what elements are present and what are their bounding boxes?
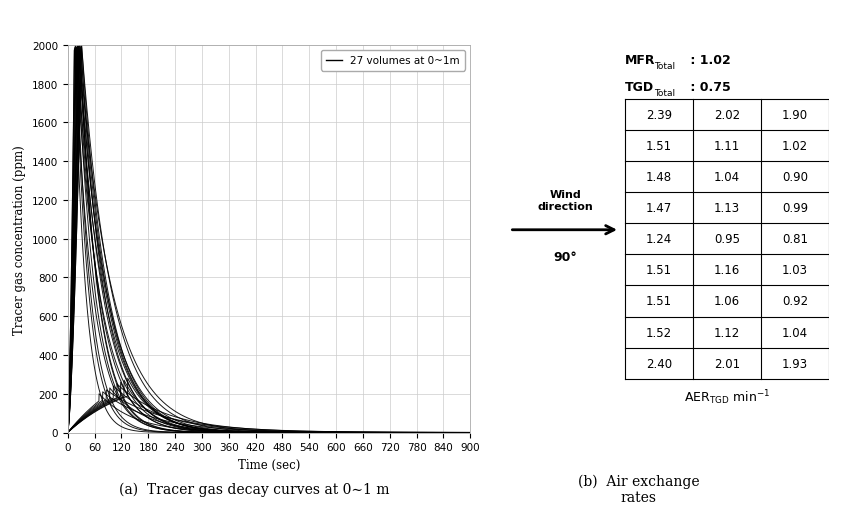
Legend: 27 volumes at 0~1m: 27 volumes at 0~1m xyxy=(321,51,465,71)
Text: 90°: 90° xyxy=(553,250,577,264)
Text: 0.90: 0.90 xyxy=(782,171,808,184)
Text: 1.03: 1.03 xyxy=(782,264,808,277)
Text: : 0.75: : 0.75 xyxy=(686,81,730,94)
Text: 1.48: 1.48 xyxy=(645,171,672,184)
Text: 0.81: 0.81 xyxy=(782,233,808,246)
Text: TGD: TGD xyxy=(625,81,654,94)
Text: MFR: MFR xyxy=(625,54,656,67)
Text: (b)  Air exchange
rates: (b) Air exchange rates xyxy=(578,473,700,504)
Y-axis label: Tracer gas concentration (ppm): Tracer gas concentration (ppm) xyxy=(14,145,26,334)
Text: Total: Total xyxy=(654,89,675,97)
Text: 1.02: 1.02 xyxy=(782,139,808,153)
Text: 0.92: 0.92 xyxy=(782,295,808,308)
Text: 0.95: 0.95 xyxy=(714,233,740,246)
Text: 2.02: 2.02 xyxy=(714,108,740,122)
Text: 1.11: 1.11 xyxy=(714,139,740,153)
Text: 1.13: 1.13 xyxy=(714,202,740,215)
Text: 1.52: 1.52 xyxy=(645,326,672,339)
Text: 2.01: 2.01 xyxy=(714,357,740,370)
Text: 1.16: 1.16 xyxy=(714,264,740,277)
Text: 2.39: 2.39 xyxy=(645,108,672,122)
Text: : 1.02: : 1.02 xyxy=(686,54,730,67)
Text: 1.51: 1.51 xyxy=(645,264,672,277)
Text: 1.93: 1.93 xyxy=(782,357,808,370)
Text: 1.04: 1.04 xyxy=(782,326,808,339)
Text: (a)  Tracer gas decay curves at 0∼1 m: (a) Tracer gas decay curves at 0∼1 m xyxy=(118,482,389,496)
Text: 1.47: 1.47 xyxy=(645,202,672,215)
Text: Total: Total xyxy=(654,62,675,71)
Text: 1.90: 1.90 xyxy=(782,108,808,122)
Text: 1.12: 1.12 xyxy=(714,326,740,339)
Text: 0.99: 0.99 xyxy=(782,202,808,215)
Text: 1.24: 1.24 xyxy=(645,233,672,246)
Text: 2.40: 2.40 xyxy=(645,357,672,370)
Text: 1.51: 1.51 xyxy=(645,139,672,153)
Text: 1.06: 1.06 xyxy=(714,295,740,308)
Text: 1.51: 1.51 xyxy=(645,295,672,308)
Text: AER$_{\mathregular{TGD}}$ min$^{-1}$: AER$_{\mathregular{TGD}}$ min$^{-1}$ xyxy=(684,388,770,407)
X-axis label: Time (sec): Time (sec) xyxy=(238,458,300,471)
Text: Wind
direction: Wind direction xyxy=(538,190,593,211)
Text: 1.04: 1.04 xyxy=(714,171,740,184)
